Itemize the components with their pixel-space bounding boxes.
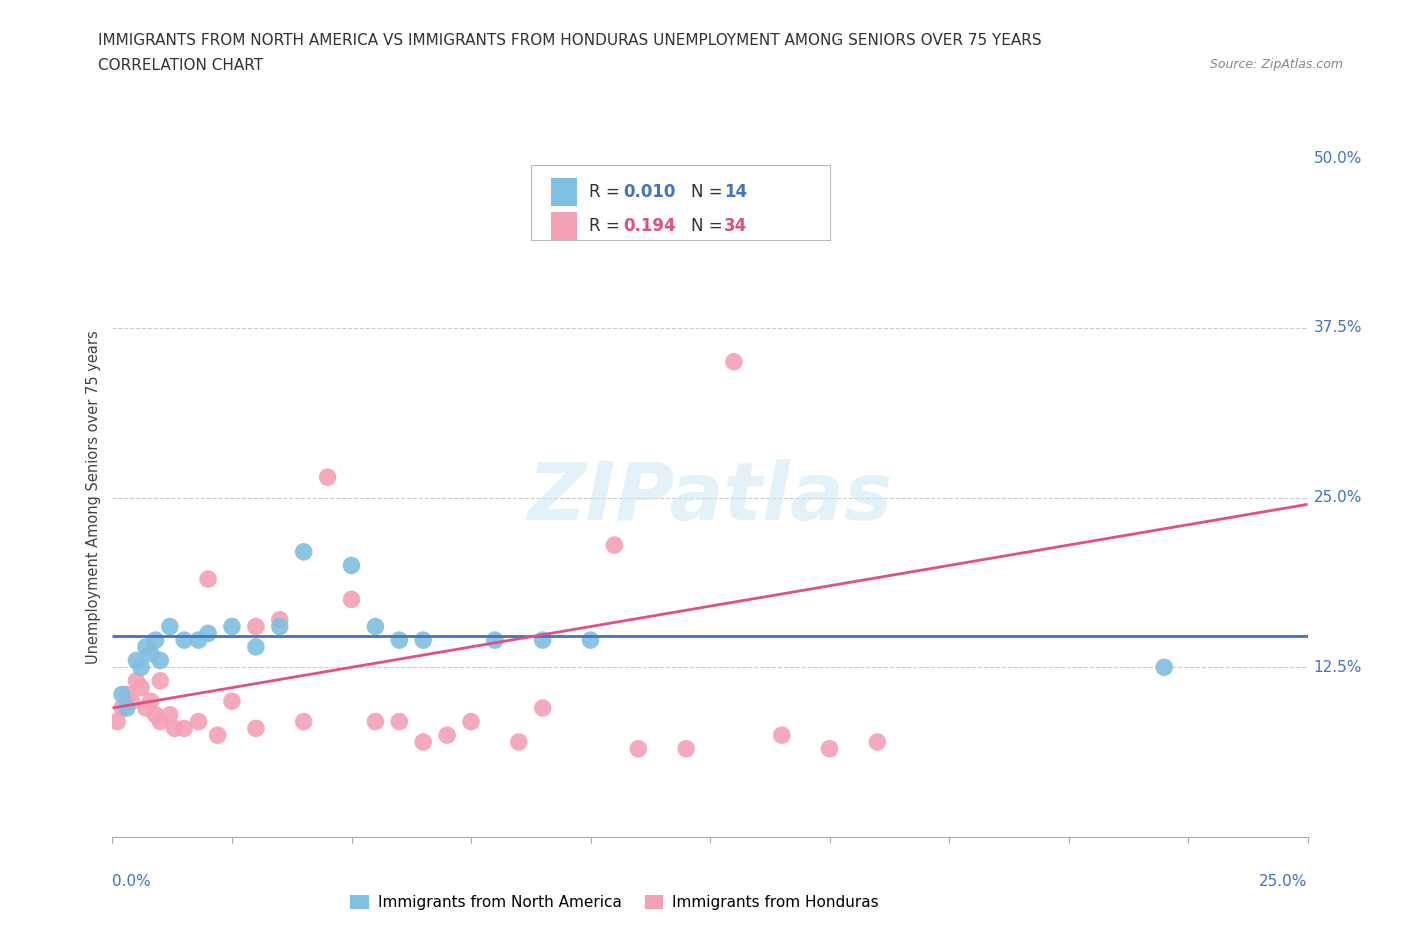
Point: [436, 727, 458, 742]
Legend: Immigrants from North America, Immigrants from Honduras: Immigrants from North America, Immigrant…: [344, 889, 884, 916]
Text: ZIPatlas: ZIPatlas: [527, 458, 893, 537]
Text: 34: 34: [724, 217, 748, 235]
Bar: [551, 212, 578, 240]
Point: [340, 592, 363, 607]
Text: 14: 14: [724, 183, 748, 201]
Point: [125, 653, 148, 668]
Point: [173, 632, 195, 647]
Point: [159, 619, 181, 634]
Point: [364, 619, 387, 634]
Point: [675, 741, 697, 756]
Text: CORRELATION CHART: CORRELATION CHART: [98, 58, 263, 73]
Point: [579, 212, 602, 227]
Point: [460, 714, 482, 729]
Point: [245, 640, 267, 655]
Point: [197, 572, 219, 587]
Text: N =: N =: [690, 217, 728, 235]
Point: [105, 714, 128, 729]
Y-axis label: Unemployment Among Seniors over 75 years: Unemployment Among Seniors over 75 years: [86, 331, 101, 664]
Point: [818, 741, 841, 756]
Text: N =: N =: [690, 183, 728, 201]
Text: 0.010: 0.010: [623, 183, 675, 201]
FancyBboxPatch shape: [531, 165, 830, 240]
Point: [221, 619, 243, 634]
Point: [316, 470, 339, 485]
Point: [603, 538, 626, 552]
Point: [292, 544, 315, 559]
Point: [125, 673, 148, 688]
Text: 25.0%: 25.0%: [1313, 490, 1362, 505]
Text: 50.0%: 50.0%: [1313, 151, 1362, 166]
Point: [1153, 660, 1175, 675]
Point: [129, 660, 152, 675]
Point: [135, 640, 157, 655]
Point: [245, 721, 267, 736]
Point: [866, 735, 889, 750]
Text: Source: ZipAtlas.com: Source: ZipAtlas.com: [1209, 58, 1343, 71]
Point: [245, 619, 267, 634]
Point: [111, 687, 134, 702]
Point: [173, 721, 195, 736]
Bar: [551, 179, 578, 206]
Point: [579, 632, 602, 647]
Point: [723, 354, 745, 369]
Point: [115, 700, 138, 715]
Point: [159, 708, 181, 723]
Point: [187, 714, 209, 729]
Point: [197, 626, 219, 641]
Point: [111, 700, 134, 715]
Point: [163, 721, 186, 736]
Point: [145, 708, 167, 723]
Point: [364, 714, 387, 729]
Text: 37.5%: 37.5%: [1313, 320, 1362, 336]
Point: [139, 646, 162, 661]
Point: [139, 694, 162, 709]
Point: [129, 680, 152, 695]
Point: [484, 632, 506, 647]
Point: [121, 694, 143, 709]
Point: [269, 619, 291, 634]
Text: 25.0%: 25.0%: [1260, 874, 1308, 889]
Text: IMMIGRANTS FROM NORTH AMERICA VS IMMIGRANTS FROM HONDURAS UNEMPLOYMENT AMONG SEN: IMMIGRANTS FROM NORTH AMERICA VS IMMIGRA…: [98, 33, 1042, 47]
Point: [145, 632, 167, 647]
Point: [207, 727, 229, 742]
Text: 12.5%: 12.5%: [1313, 659, 1362, 675]
Point: [627, 741, 650, 756]
Point: [508, 735, 530, 750]
Point: [187, 632, 209, 647]
Point: [149, 653, 172, 668]
Point: [149, 673, 172, 688]
Point: [269, 612, 291, 627]
Point: [388, 632, 411, 647]
Point: [135, 700, 157, 715]
Text: 0.0%: 0.0%: [112, 874, 152, 889]
Point: [388, 714, 411, 729]
Point: [340, 558, 363, 573]
Point: [531, 700, 554, 715]
Point: [149, 714, 172, 729]
Point: [115, 687, 138, 702]
Point: [770, 727, 793, 742]
Point: [221, 694, 243, 709]
Point: [412, 735, 434, 750]
Point: [531, 632, 554, 647]
Point: [412, 632, 434, 647]
Text: 0.194: 0.194: [623, 217, 675, 235]
Text: R =: R =: [589, 217, 626, 235]
Point: [292, 714, 315, 729]
Text: R =: R =: [589, 183, 626, 201]
